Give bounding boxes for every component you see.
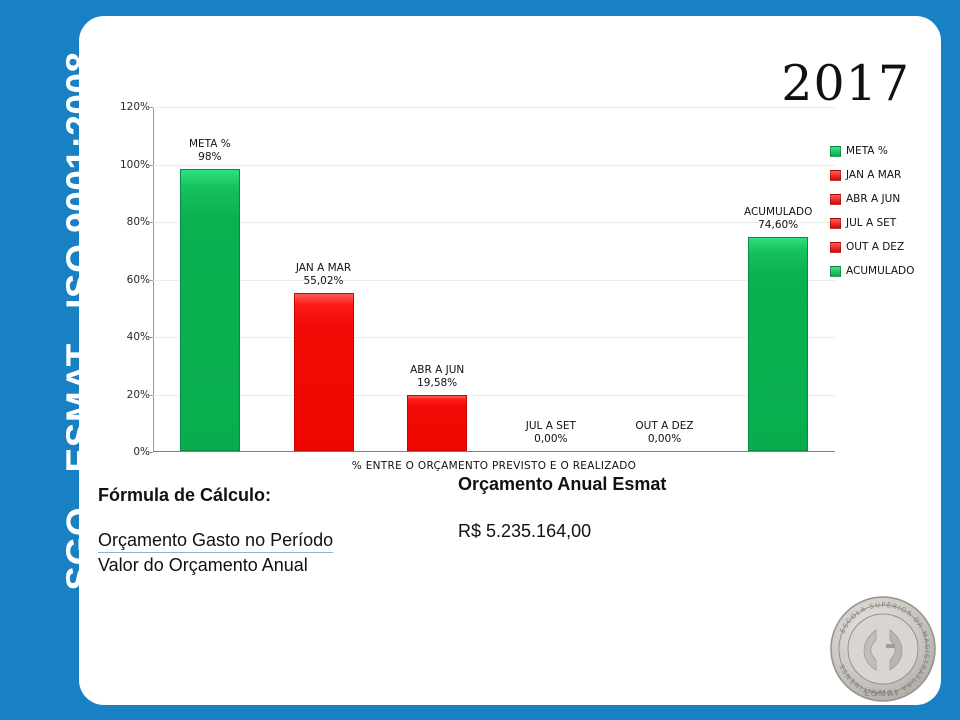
y-axis-tick (148, 337, 153, 338)
y-axis-tick (148, 107, 153, 108)
chart-bar[interactable] (407, 394, 468, 451)
legend-item[interactable]: JAN A MAR (830, 163, 938, 187)
legend-item[interactable]: JUL A SET (830, 211, 938, 235)
chart-bar-value: 0,00% (534, 433, 568, 445)
y-axis-tick-label: 120% (119, 101, 150, 113)
gridline (153, 107, 835, 108)
legend-item[interactable]: OUT A DEZ (830, 235, 938, 259)
y-axis-tick (148, 164, 153, 166)
gridline (153, 164, 835, 166)
legend-swatch-icon (830, 193, 841, 205)
gridline (153, 222, 835, 223)
legend-label: META % (846, 145, 888, 157)
budget-title: Orçamento Anual Esmat (458, 474, 667, 494)
chart-bar-label: ACUMULADO 74,60% (718, 206, 838, 232)
legend-item[interactable]: ACUMULADO (830, 259, 938, 283)
chart-bar-label: OUT A DEZ 0,00% (605, 420, 725, 446)
legend-item[interactable]: ABR A JUN (830, 187, 938, 211)
chart-bar[interactable] (748, 236, 809, 451)
y-axis-tick-label: 80% (126, 216, 150, 228)
y-axis-tick-label: 0% (133, 446, 150, 458)
legend-label: OUT A DEZ (846, 241, 905, 253)
formula-denominator: Valor do Orçamento Anual (98, 555, 308, 575)
slide-panel: 2017 120% 100% 80% 60% 40% 20% 0% META % 98% JAN… (82, 19, 938, 702)
legend-swatch-icon (830, 265, 841, 277)
budget-block: Orçamento Anual Esmat R$ 5.235.164,00 (458, 474, 818, 542)
budget-bar-chart: 120% 100% 80% 60% 40% 20% 0% META % 98% JAN A MA… (100, 101, 938, 482)
legend-label: JAN A MAR (846, 169, 902, 181)
chart-plot-area: META % 98% JAN A MAR 55,02% ABR A JUN 19,58% J… (148, 107, 838, 453)
y-axis-tick-label: 60% (126, 273, 150, 286)
chart-bar-label: ABR A JUN 19,58% (377, 364, 497, 390)
y-axis-tick (148, 452, 153, 453)
y-axis-tick (148, 279, 153, 281)
legend-label: ACUMULADO (846, 265, 915, 277)
y-axis-tick (148, 222, 153, 223)
chart-bar-value: 74,60% (758, 218, 799, 231)
svg-text:· ESMAT ·: · ESMAT · (856, 689, 911, 698)
budget-value: R$ 5.235.164,00 (458, 521, 592, 541)
year-label: 2017 (781, 55, 910, 112)
formula-block: Fórmula de Cálculo: Orçamento Gasto no P… (98, 485, 478, 576)
legend-swatch-icon (830, 169, 841, 181)
gridline (153, 279, 835, 281)
chart-bar-category: JAN A MAR (295, 261, 352, 274)
chart-bar-value: 19,58% (417, 376, 458, 389)
legend-swatch-icon (830, 241, 841, 253)
x-axis-line (153, 451, 835, 452)
x-axis-title: % ENTRE O ORÇAMENTO PREVISTO E O REALIZA… (351, 460, 637, 472)
chart-bar[interactable] (179, 169, 240, 451)
y-axis-tick-label: 100% (119, 158, 150, 171)
sidebar: SGQ - ESMAT - ISO 9001:2008 (0, 0, 100, 720)
formula-fraction: Orçamento Gasto no Período Valor do Orça… (98, 530, 478, 576)
legend-item[interactable]: META % (830, 139, 938, 163)
esmat-seal-icon: ESCOLA SUPERIOR DA MAGISTRATURA TOCANTIN… (824, 590, 938, 702)
y-axis-tick-label: 20% (126, 388, 150, 401)
legend-swatch-icon (830, 217, 841, 229)
y-axis-labels: 120% 100% 80% 60% 40% 20% 0% (100, 101, 150, 482)
y-axis-tick-label: 40% (126, 331, 150, 343)
chart-bar-label: META % 98% (150, 138, 270, 164)
chart-bar-value: 0,00% (647, 433, 682, 445)
chart-bar-category: OUT A DEZ (635, 420, 694, 432)
y-axis-tick (148, 394, 153, 396)
formula-numerator: Orçamento Gasto no Período (98, 530, 334, 553)
legend-label: JUL A SET (846, 217, 897, 229)
gridline (153, 337, 835, 338)
chart-bar-category: JUL A SET (525, 420, 576, 432)
chart-bar-category: ABR A JUN (410, 363, 465, 376)
chart-bar-category: ACUMULADO (743, 205, 813, 218)
chart-bar-label: JAN A MAR 55,02% (264, 262, 384, 288)
chart-legend: META % JAN A MAR ABR A JUN JUL A SET OUT A D… (830, 139, 938, 283)
gridline (153, 394, 835, 396)
chart-bar-label: JUL A SET 0,00% (491, 420, 611, 446)
chart-bar-value: 55,02% (303, 274, 344, 287)
chart-bar-category: META % (188, 138, 231, 151)
formula-title: Fórmula de Cálculo: (98, 485, 272, 505)
chart-bar-value: 98% (198, 151, 222, 164)
legend-label: ABR A JUN (846, 193, 901, 205)
chart-bar[interactable] (293, 292, 354, 451)
legend-swatch-icon (830, 145, 841, 157)
